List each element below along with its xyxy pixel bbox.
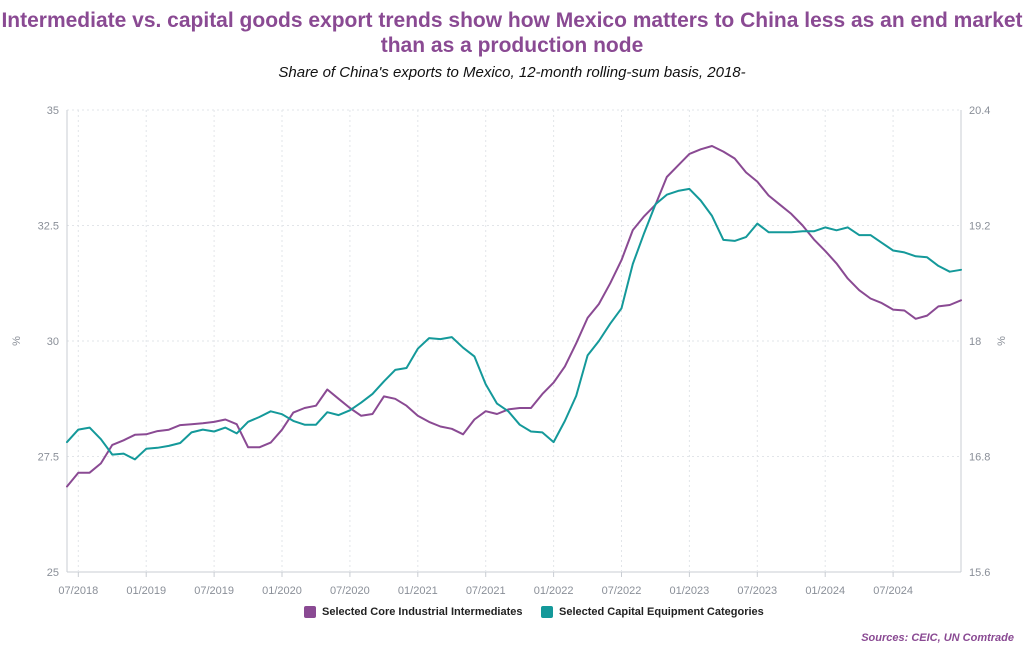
x-tick-label: 01/2023 bbox=[670, 585, 710, 597]
y-left-tick-label: 30 bbox=[47, 336, 59, 348]
x-tick-label: 01/2021 bbox=[398, 585, 438, 597]
legend-swatch-intermediates bbox=[304, 606, 316, 618]
chart-subtitle: Share of China's exports to Mexico, 12-m… bbox=[278, 64, 746, 81]
x-tick-label: 07/2019 bbox=[194, 585, 234, 597]
x-tick-label: 07/2018 bbox=[58, 585, 98, 597]
x-tick-label: 01/2022 bbox=[534, 585, 574, 597]
x-tick-label: 07/2024 bbox=[873, 585, 913, 597]
x-tick-label: 07/2023 bbox=[737, 585, 777, 597]
y-right-tick-label: 20.4 bbox=[969, 105, 990, 117]
legend-swatch-capital-equipment bbox=[541, 606, 553, 618]
axes: 25 27.5 30 32.5 35 15.6 16.8 18 19.2 20.4 07/2018 0… bbox=[11, 105, 1008, 597]
legend-item-intermediates[interactable]: Selected Core Industrial Intermediates bbox=[304, 606, 523, 618]
y-right-tick-label: 16.8 bbox=[969, 452, 990, 464]
y-left-tick-label: 32.5 bbox=[38, 221, 59, 233]
y-right-tick-label: 18 bbox=[969, 336, 981, 348]
y-left-unit-label: % bbox=[11, 336, 23, 346]
chart-title: Intermediate vs. capital goods export tr… bbox=[1, 9, 1023, 57]
x-tick-label: 07/2020 bbox=[330, 585, 370, 597]
y-left-tick-label: 25 bbox=[47, 567, 59, 579]
legend-label-intermediates: Selected Core Industrial Intermediates bbox=[322, 606, 523, 618]
legend-label-capital-equipment: Selected Capital Equipment Categories bbox=[559, 606, 764, 618]
legend-item-capital-equipment[interactable]: Selected Capital Equipment Categories bbox=[541, 606, 764, 618]
x-tick-label: 07/2021 bbox=[466, 585, 506, 597]
x-tick-label: 01/2024 bbox=[805, 585, 845, 597]
y-right-tick-label: 15.6 bbox=[969, 567, 990, 579]
series-lines bbox=[66, 145, 962, 488]
x-tick-label: 07/2022 bbox=[602, 585, 642, 597]
series-line-intermediates bbox=[66, 145, 962, 488]
x-tick-label: 01/2019 bbox=[126, 585, 166, 597]
y-right-unit-label: % bbox=[996, 336, 1008, 346]
series-line-capital-equipment bbox=[66, 187, 962, 461]
x-tick-label: 01/2020 bbox=[262, 585, 302, 597]
y-left-tick-label: 27.5 bbox=[38, 452, 59, 464]
y-right-tick-label: 19.2 bbox=[969, 221, 990, 233]
y-left-tick-label: 35 bbox=[47, 105, 59, 117]
gridlines bbox=[67, 109, 961, 573]
source-note: Sources: CEIC, UN Comtrade bbox=[861, 632, 1014, 644]
